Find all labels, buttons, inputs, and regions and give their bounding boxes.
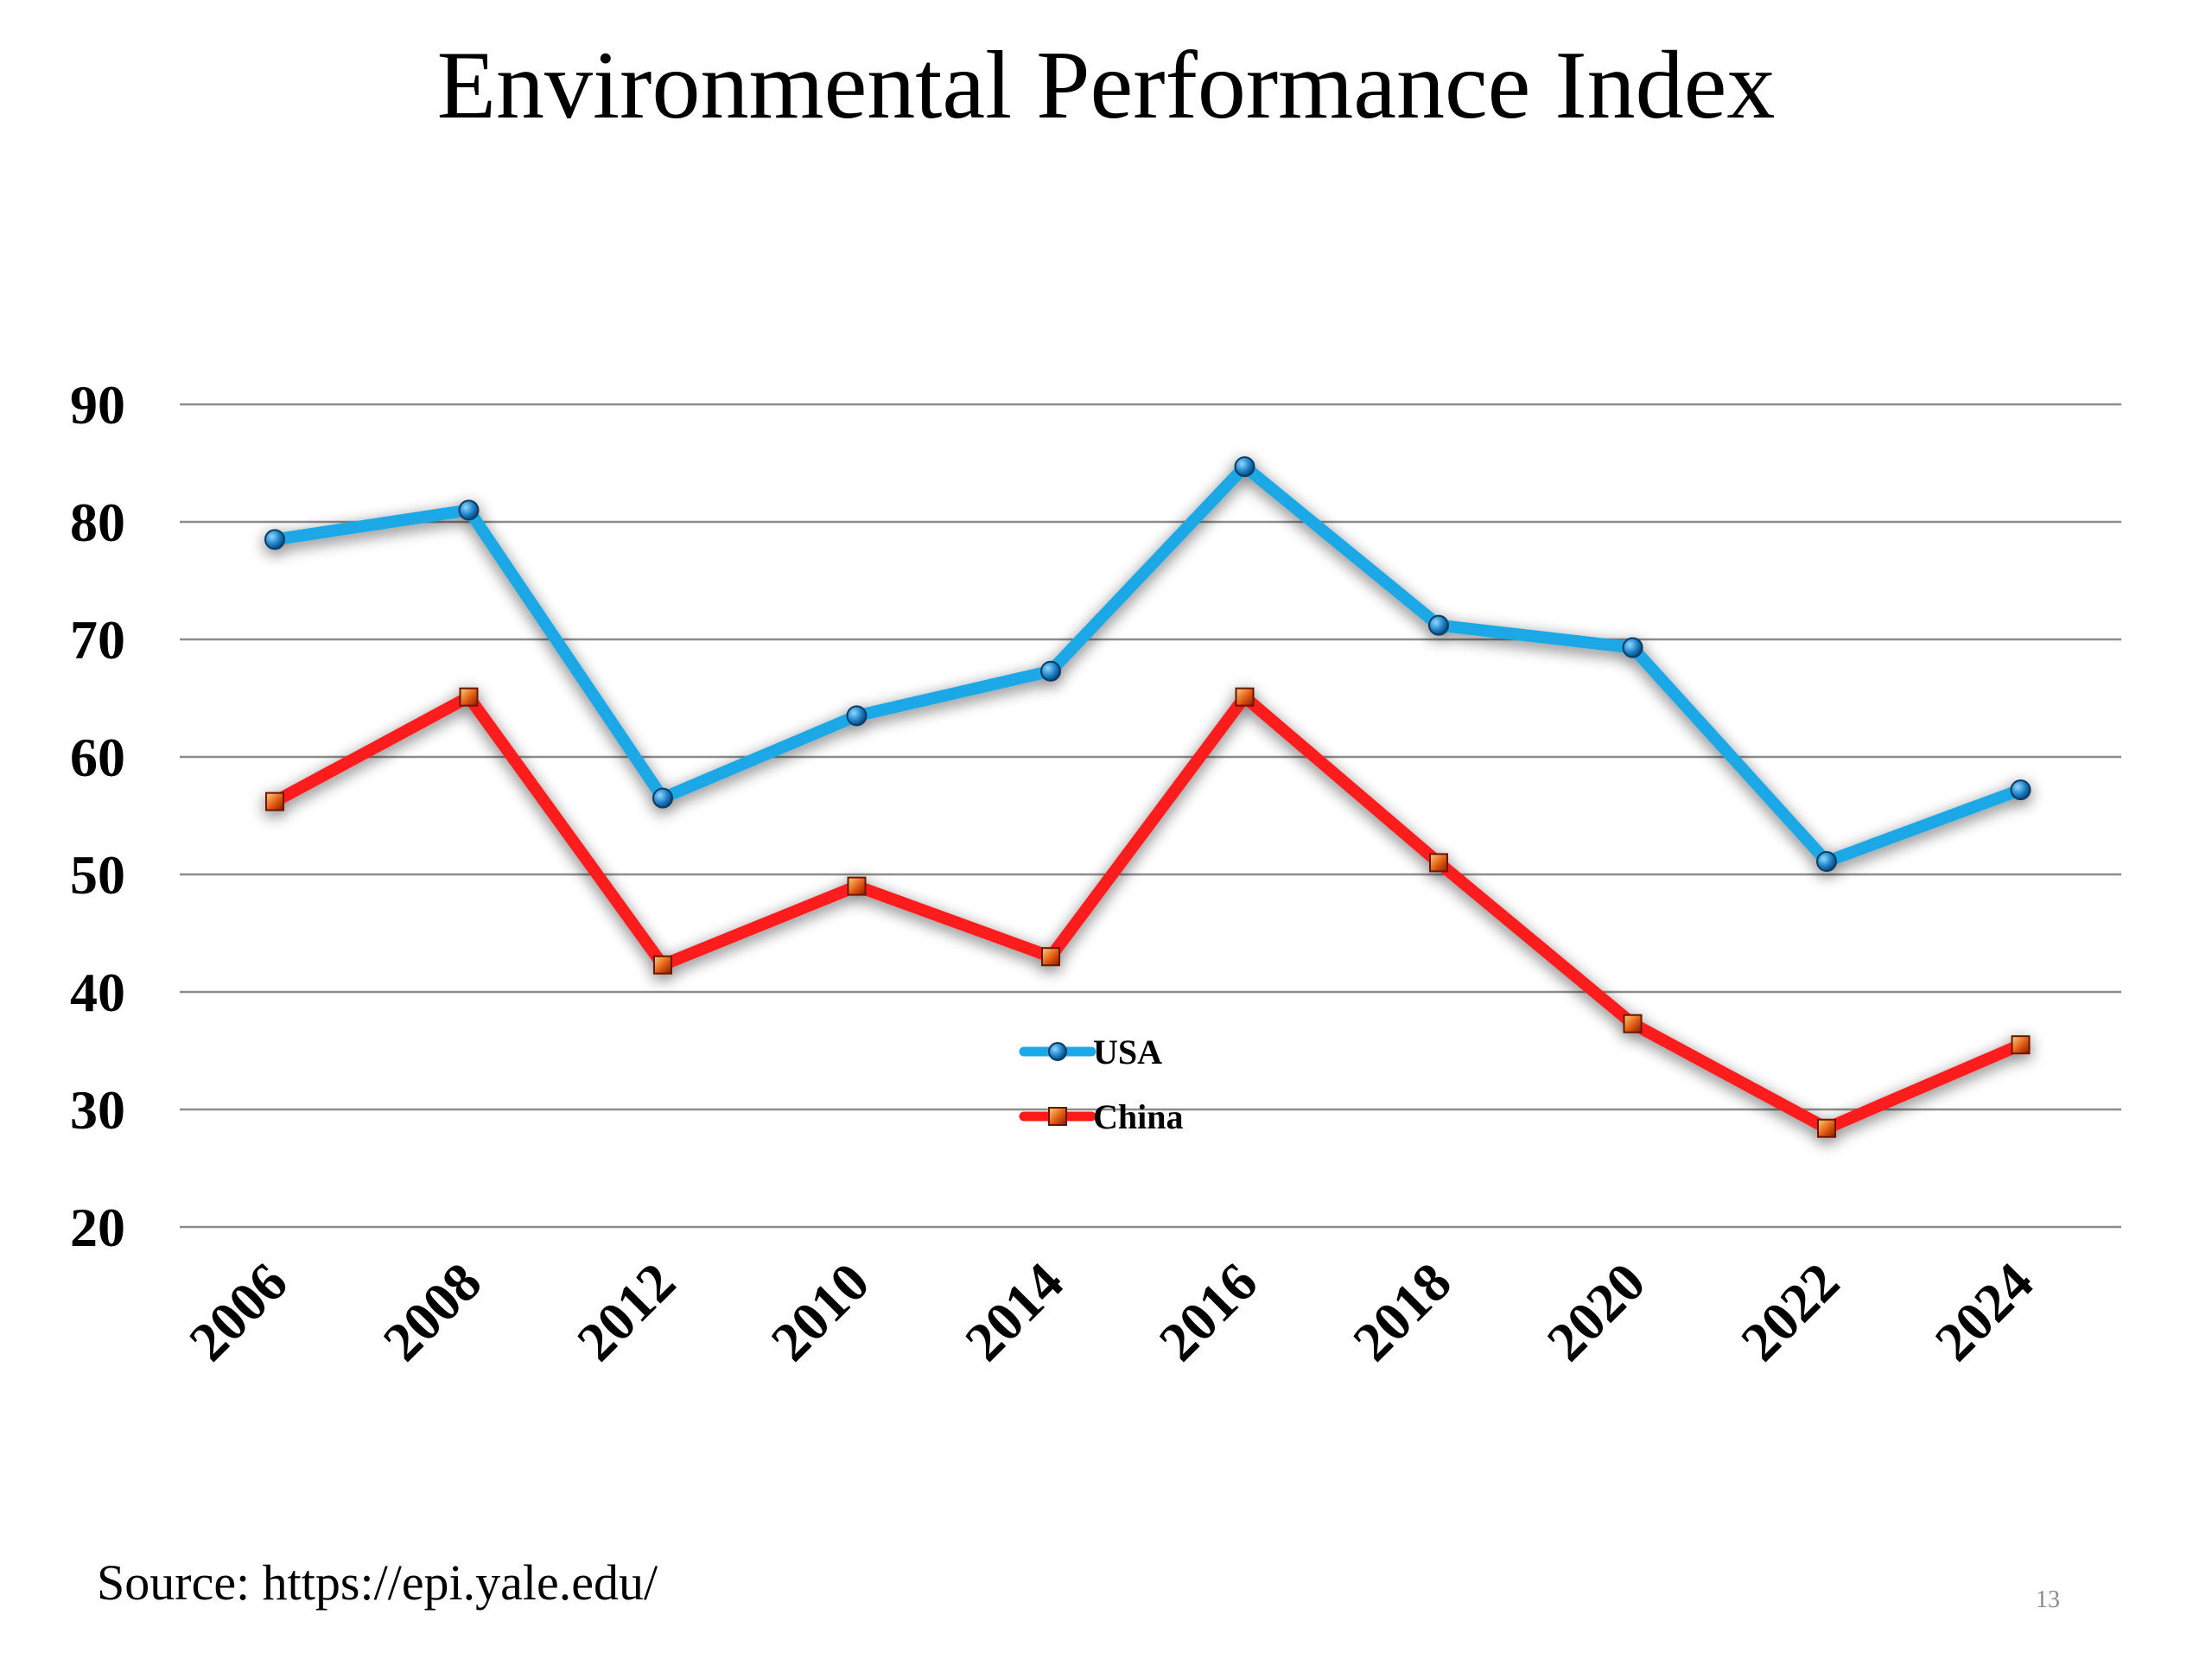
series-usa: [264, 456, 2031, 873]
point-china-2018: [1429, 853, 1448, 873]
y-axis-tick-labels: 20 30 40 50 60 70 80 90: [70, 374, 125, 1258]
point-china-2020: [1623, 1014, 1643, 1033]
y-tick-label-80: 80: [70, 492, 125, 553]
x-tick-label-2008: 2008: [372, 1251, 493, 1373]
x-tick-label-2024: 2024: [1923, 1251, 2045, 1373]
point-usa-2006: [264, 529, 285, 550]
y-tick-label-60: 60: [70, 727, 125, 788]
x-tick-label-2010: 2010: [760, 1251, 881, 1373]
y-tick-label-90: 90: [70, 374, 125, 435]
y-tick-label-20: 20: [70, 1197, 125, 1258]
point-usa-2022: [1816, 851, 1837, 873]
legend: USA China: [1019, 1033, 1184, 1136]
source-note: Source: https://epi.yale.edu/: [97, 1554, 658, 1611]
legend-marker-china: [1048, 1107, 1067, 1126]
point-usa-2020: [1622, 637, 1643, 658]
point-china-2008: [459, 687, 479, 707]
point-usa-2008: [458, 499, 480, 521]
point-usa-2024: [2010, 779, 2031, 801]
grid-lines: [180, 403, 2121, 1229]
y-tick-label-50: 50: [70, 844, 125, 906]
x-axis-tick-labels: 2006 2008 2012 2010 2014 2016 2018 2020 2022 2024: [177, 1251, 2044, 1373]
point-china-2006: [265, 791, 284, 811]
point-usa-2016: [1234, 456, 1255, 478]
x-tick-label-2016: 2016: [1147, 1251, 1269, 1373]
x-tick-label-2018: 2018: [1341, 1251, 1463, 1373]
point-china-2016: [1235, 687, 1255, 707]
series-lines: [264, 456, 2031, 1138]
x-tick-label-2014: 2014: [953, 1251, 1075, 1373]
y-tick-label-40: 40: [70, 962, 125, 1023]
series-line-usa: [269, 461, 2027, 868]
series-line-china: [269, 690, 2027, 1135]
point-china-2014: [1041, 947, 1060, 967]
x-tick-label-2012: 2012: [565, 1251, 687, 1373]
legend-label-usa: USA: [1093, 1033, 1162, 1071]
series-china: [265, 687, 2031, 1138]
slide-title: Environmental Performance Index: [436, 32, 1776, 139]
point-usa-2012: [652, 787, 673, 809]
legend-label-china: China: [1093, 1097, 1184, 1136]
x-tick-label-2006: 2006: [177, 1251, 299, 1373]
point-usa-2018: [1428, 614, 1449, 636]
point-china-2024: [2011, 1035, 2031, 1055]
y-tick-label-70: 70: [70, 609, 125, 671]
legend-item-usa: USA: [1019, 1033, 1162, 1071]
page-number: 13: [2036, 1586, 2060, 1613]
point-china-2012: [653, 955, 672, 975]
legend-item-china: China: [1019, 1097, 1184, 1136]
point-usa-2010: [846, 705, 868, 727]
point-china-2022: [1817, 1118, 1836, 1138]
legend-marker-usa: [1048, 1042, 1067, 1061]
x-tick-label-2022: 2022: [1729, 1251, 1851, 1373]
y-tick-label-30: 30: [70, 1079, 125, 1141]
point-china-2010: [847, 876, 867, 896]
x-tick-label-2020: 2020: [1535, 1251, 1657, 1373]
point-usa-2014: [1040, 660, 1061, 682]
